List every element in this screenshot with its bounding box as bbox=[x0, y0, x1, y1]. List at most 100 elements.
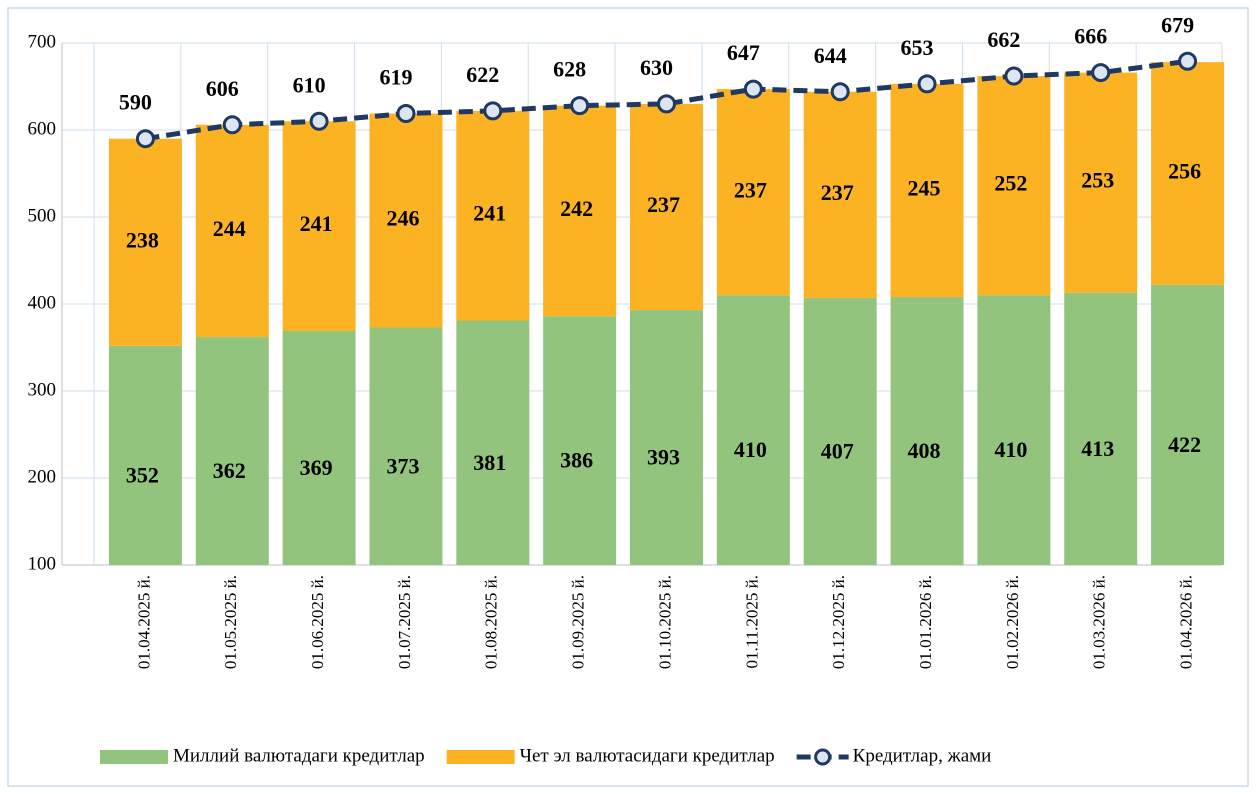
value-label: 408 bbox=[908, 438, 941, 463]
value-label: 393 bbox=[647, 445, 680, 470]
value-label: 241 bbox=[473, 201, 506, 226]
total-label: 606 bbox=[206, 76, 239, 101]
legend-swatch bbox=[100, 750, 168, 764]
bar-segment bbox=[1151, 284, 1225, 565]
bar-segment bbox=[282, 330, 356, 565]
bar-segment bbox=[108, 138, 182, 346]
value-label: 373 bbox=[386, 453, 419, 478]
chart-border bbox=[7, 7, 1249, 787]
x-tick-label: 01.04.2025 й. bbox=[134, 575, 153, 669]
bar-segment bbox=[282, 121, 356, 331]
y-tick-label: 700 bbox=[28, 31, 57, 52]
line-marker bbox=[657, 94, 676, 114]
bar-segment bbox=[803, 297, 877, 565]
value-label: 245 bbox=[908, 176, 941, 201]
value-label: 410 bbox=[734, 437, 767, 462]
value-label: 352 bbox=[126, 462, 159, 487]
bar-segment bbox=[977, 295, 1051, 565]
value-label: 244 bbox=[213, 216, 246, 241]
bar-segment bbox=[369, 327, 443, 565]
total-label: 630 bbox=[640, 55, 673, 80]
value-label: 410 bbox=[994, 437, 1027, 462]
value-label: 369 bbox=[300, 455, 333, 480]
legend-marker bbox=[814, 748, 832, 766]
bar-segment bbox=[195, 337, 269, 565]
total-label: 666 bbox=[1074, 24, 1107, 49]
bar-segment bbox=[977, 76, 1051, 296]
bar-segment bbox=[630, 103, 703, 311]
line-marker bbox=[1178, 51, 1198, 71]
value-label: 242 bbox=[560, 196, 593, 221]
y-tick-label: 300 bbox=[28, 379, 57, 400]
x-tick-label: 01.08.2025 й. bbox=[482, 575, 501, 669]
total-label: 590 bbox=[119, 90, 152, 115]
bar-segment bbox=[543, 105, 617, 317]
x-tick-label: 01.10.2025 й. bbox=[655, 575, 674, 669]
y-tick-label: 100 bbox=[28, 553, 57, 574]
y-tick-label: 400 bbox=[28, 292, 57, 313]
bar-segment bbox=[1064, 72, 1138, 293]
total-label: 679 bbox=[1161, 12, 1194, 37]
x-tick-label: 01.01.2026 й. bbox=[916, 575, 935, 669]
line-marker bbox=[1091, 63, 1111, 83]
line-marker bbox=[135, 129, 155, 149]
value-label: 362 bbox=[213, 458, 246, 483]
y-tick-label: 500 bbox=[28, 205, 57, 226]
total-label: 662 bbox=[987, 27, 1020, 52]
x-tick-label: 01.06.2025 й. bbox=[308, 575, 327, 669]
value-label: 237 bbox=[647, 192, 680, 217]
bar-segment bbox=[803, 91, 877, 298]
bar-segment bbox=[369, 113, 443, 328]
value-label: 237 bbox=[821, 180, 854, 205]
value-label: 241 bbox=[300, 211, 333, 236]
line-marker bbox=[1004, 66, 1024, 86]
total-label: 644 bbox=[814, 43, 847, 68]
value-label: 256 bbox=[1168, 159, 1201, 184]
value-label: 246 bbox=[386, 206, 419, 231]
legend-label: Кредитлар, жами bbox=[853, 745, 992, 766]
legend-swatch bbox=[446, 750, 515, 764]
x-tick-label: 01.07.2025 й. bbox=[395, 575, 414, 669]
line-marker bbox=[222, 115, 242, 135]
total-label: 628 bbox=[553, 57, 586, 82]
x-tick-label: 01.11.2025 й. bbox=[742, 575, 761, 668]
legend-label: Миллий валютадаги кредитлар bbox=[173, 745, 425, 766]
value-label: 252 bbox=[994, 171, 1027, 196]
total-label: 653 bbox=[901, 35, 934, 60]
x-tick-label: 01.03.2026 й. bbox=[1090, 575, 1109, 669]
bar-segment bbox=[543, 316, 617, 565]
x-tick-label: 01.04.2026 й. bbox=[1176, 575, 1195, 669]
x-tick-label: 01.02.2026 й. bbox=[1003, 575, 1022, 669]
bar-segment bbox=[456, 110, 530, 321]
y-tick-label: 200 bbox=[28, 466, 57, 487]
bar-segment bbox=[456, 320, 530, 565]
bar-segment bbox=[1064, 292, 1138, 565]
value-label: 253 bbox=[1081, 168, 1114, 193]
total-label: 622 bbox=[466, 62, 499, 87]
x-tick-label: 01.12.2025 й. bbox=[829, 575, 848, 669]
bar-segment bbox=[716, 295, 790, 565]
x-tick-label: 01.05.2025 й. bbox=[221, 575, 240, 669]
value-label: 407 bbox=[821, 439, 854, 464]
y-tick-label: 600 bbox=[28, 118, 57, 139]
line-marker bbox=[309, 111, 329, 131]
line-marker bbox=[483, 101, 503, 121]
bar-segment bbox=[890, 297, 964, 565]
line-marker bbox=[396, 103, 416, 123]
value-label: 238 bbox=[126, 227, 159, 252]
value-label: 413 bbox=[1081, 436, 1114, 461]
bar-segment bbox=[716, 89, 790, 296]
bar-segment bbox=[630, 310, 703, 565]
bar-segment bbox=[195, 124, 269, 338]
total-label: 619 bbox=[379, 65, 412, 90]
value-label: 422 bbox=[1168, 432, 1201, 457]
total-label: 610 bbox=[293, 72, 326, 97]
value-label: 237 bbox=[734, 177, 767, 202]
line-marker bbox=[917, 74, 937, 94]
line-marker bbox=[830, 82, 850, 102]
legend-label: Чет эл валютасидаги кредитлар bbox=[520, 745, 775, 766]
bar-segment bbox=[890, 83, 964, 298]
bar-segment bbox=[108, 345, 182, 565]
x-tick-label: 01.09.2025 й. bbox=[569, 575, 588, 669]
